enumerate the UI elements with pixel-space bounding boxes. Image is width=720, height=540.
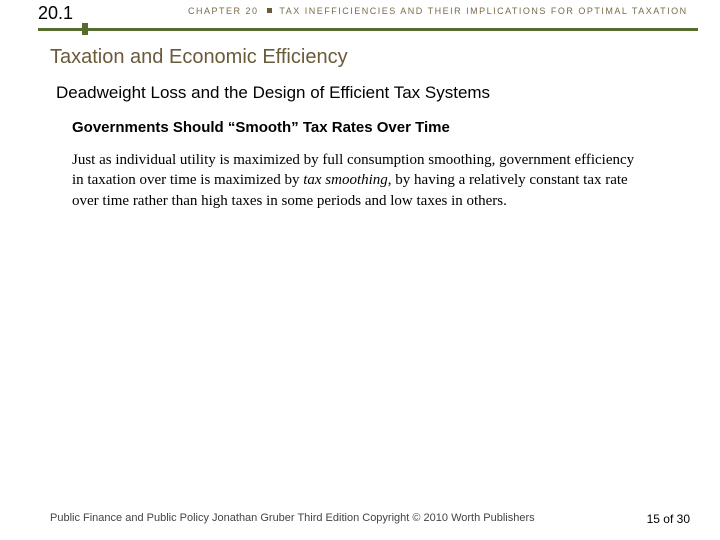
footer-credits: Public Finance and Public Policy Jonatha… xyxy=(50,512,535,524)
chapter-label: CHAPTER 20 TAX INEFFICIENCIES AND THEIR … xyxy=(188,6,688,16)
sub-sub-title: Governments Should “Smooth” Tax Rates Ov… xyxy=(72,119,720,136)
slide-footer: Public Finance and Public Policy Jonatha… xyxy=(50,512,690,526)
chapter-post: TAX INEFFICIENCIES AND THEIR IMPLICATION… xyxy=(279,6,687,16)
bullet-icon xyxy=(267,8,272,13)
section-number: 20.1 xyxy=(38,3,73,24)
body-italic: tax smoothing xyxy=(303,172,388,188)
header-rule xyxy=(38,28,698,31)
section-title: Taxation and Economic Efficiency xyxy=(50,46,720,69)
slide-header: 20.1 CHAPTER 20 TAX INEFFICIENCIES AND T… xyxy=(0,0,720,32)
body-paragraph: Just as individual utility is maximized … xyxy=(72,150,648,211)
sub-title: Deadweight Loss and the Design of Effici… xyxy=(56,83,720,103)
page-number: 15 of 30 xyxy=(647,512,690,526)
chapter-pre: CHAPTER 20 xyxy=(188,6,259,16)
